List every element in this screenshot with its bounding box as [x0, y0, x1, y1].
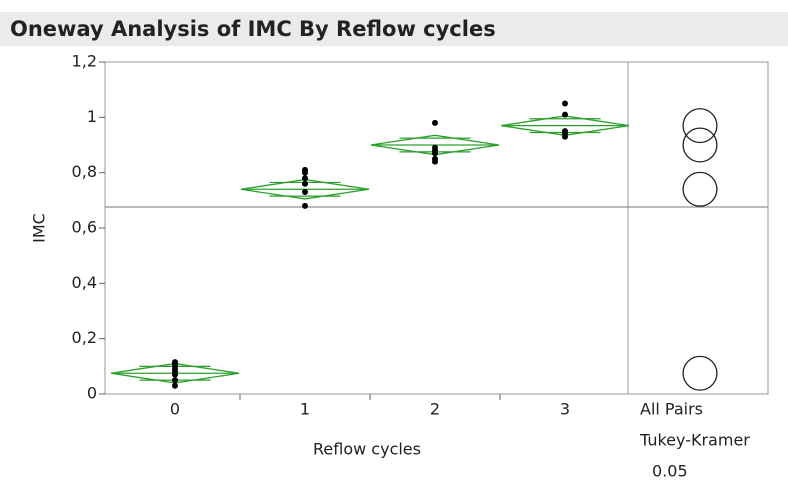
- y-tick-label: 0: [87, 384, 97, 403]
- comparison-circle: [682, 108, 718, 144]
- y-tick-label: 0,2: [72, 328, 97, 347]
- data-point: [562, 100, 568, 107]
- data-point: [302, 189, 308, 196]
- plot-frame: [104, 61, 769, 395]
- comparison-label: Tukey-Kramer: [639, 431, 750, 450]
- data-point: [302, 202, 308, 209]
- data-point: [562, 128, 568, 135]
- x-tick-label: 0: [170, 400, 180, 419]
- data-point: [302, 166, 308, 173]
- comparison-circle: [682, 171, 718, 207]
- chart-title: Oneway Analysis of IMC By Reflow cycles: [10, 17, 496, 41]
- comparison-label: All Pairs: [640, 400, 703, 419]
- y-tick-label: 0,4: [72, 273, 97, 292]
- x-tick-label: 3: [560, 400, 570, 419]
- data-point: [302, 180, 308, 187]
- data-point: [172, 359, 178, 366]
- y-axis-label: IMC: [30, 213, 49, 243]
- data-point: [302, 175, 308, 182]
- y-tick-label: 0,8: [72, 162, 97, 181]
- data-point: [172, 382, 178, 389]
- x-tick-label: 1: [300, 400, 310, 419]
- data-point: [432, 119, 438, 126]
- y-tick-label: 1: [87, 107, 97, 126]
- comparison-circle: [682, 355, 718, 391]
- data-point: [562, 111, 568, 118]
- data-point: [172, 377, 178, 384]
- data-point: [432, 155, 438, 162]
- y-tick-label: 1,2: [72, 52, 97, 71]
- x-tick-label: 2: [430, 400, 440, 419]
- data-point: [432, 144, 438, 151]
- title-bar: [0, 12, 788, 46]
- comparison-label: 0.05: [652, 462, 688, 481]
- comparison-circle: [682, 127, 718, 163]
- x-axis-label: Reflow cycles: [313, 440, 421, 459]
- y-tick-label: 0,6: [72, 218, 97, 237]
